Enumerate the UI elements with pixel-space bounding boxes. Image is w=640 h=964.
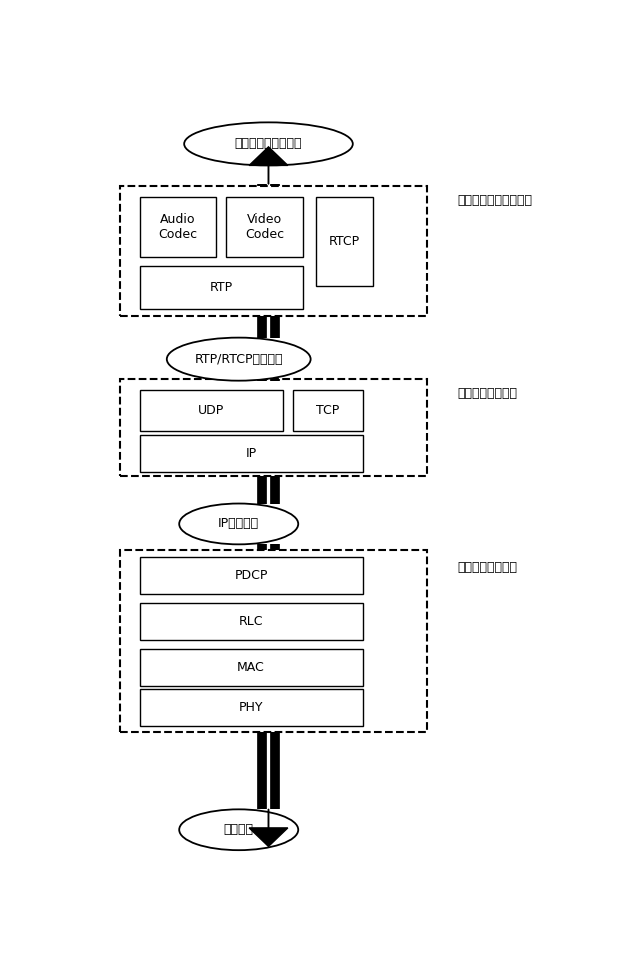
- Text: PDCP: PDCP: [234, 570, 268, 582]
- Ellipse shape: [167, 337, 310, 381]
- FancyArrow shape: [249, 147, 288, 184]
- Text: ネットワーク処理: ネットワーク処理: [457, 387, 517, 400]
- Text: ベースバンド処理: ベースバンド処理: [457, 561, 517, 574]
- Text: Video
Codec: Video Codec: [245, 213, 284, 241]
- Bar: [293, 390, 363, 431]
- Text: TCP: TCP: [316, 404, 340, 417]
- Bar: [120, 549, 428, 732]
- Text: 動画像・音声データ: 動画像・音声データ: [235, 138, 302, 150]
- Bar: [316, 198, 372, 286]
- Ellipse shape: [179, 810, 298, 850]
- Text: PHY: PHY: [239, 701, 264, 713]
- Text: RTP: RTP: [210, 281, 233, 294]
- Text: RTCP: RTCP: [328, 235, 360, 249]
- Text: MAC: MAC: [237, 661, 265, 675]
- Bar: [140, 688, 363, 726]
- Text: RLC: RLC: [239, 615, 264, 629]
- Bar: [140, 603, 363, 640]
- Bar: [140, 390, 284, 431]
- Bar: [227, 198, 303, 256]
- Text: IP: IP: [246, 447, 257, 460]
- Ellipse shape: [184, 122, 353, 166]
- Text: Audio
Codec: Audio Codec: [158, 213, 198, 241]
- Bar: [140, 435, 363, 472]
- Bar: [140, 557, 363, 595]
- Bar: [140, 198, 216, 256]
- Bar: [140, 266, 303, 308]
- Bar: [120, 186, 428, 316]
- Text: アプリケーション処理: アプリケーション処理: [457, 194, 532, 206]
- Text: IPパケット: IPパケット: [218, 518, 259, 530]
- Text: 無線信号: 無線信号: [224, 823, 253, 836]
- Text: RTP/RTCPパケット: RTP/RTCPパケット: [195, 353, 283, 365]
- FancyArrow shape: [249, 810, 288, 846]
- Text: UDP: UDP: [198, 404, 225, 417]
- Ellipse shape: [179, 503, 298, 545]
- Bar: [120, 379, 428, 475]
- Bar: [140, 650, 363, 686]
